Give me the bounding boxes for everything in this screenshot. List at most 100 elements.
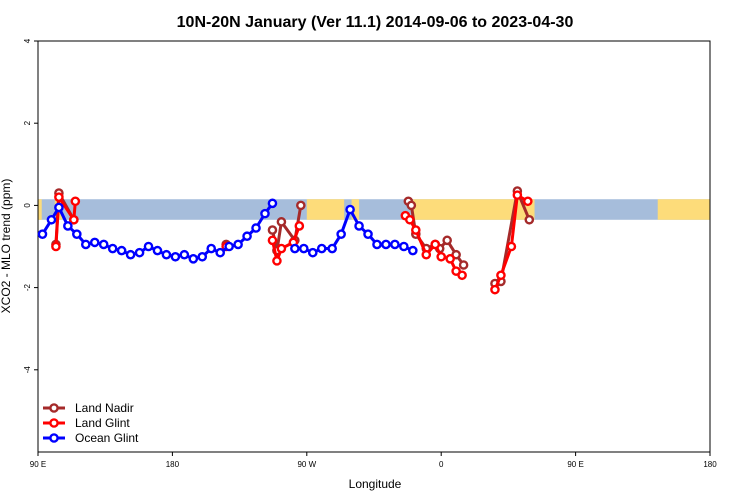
data-point-ocean-glint bbox=[125, 249, 136, 260]
x-tick-label: 90 E bbox=[30, 460, 46, 469]
legend-item-land-nadir: Land Nadir bbox=[43, 401, 134, 415]
data-point-land-nadir bbox=[296, 200, 306, 211]
data-point-ocean-glint bbox=[80, 239, 91, 250]
data-point-ocean-glint bbox=[233, 239, 243, 250]
data-point-ocean-glint bbox=[290, 243, 300, 254]
data-point-land-glint bbox=[411, 225, 421, 235]
data-point-land-glint bbox=[54, 192, 64, 202]
data-point-ocean-glint bbox=[98, 239, 109, 250]
data-point-ocean-glint bbox=[242, 231, 252, 242]
x-tick-label: 90 W bbox=[297, 460, 316, 469]
data-point-land-glint bbox=[276, 243, 287, 254]
series-layer bbox=[37, 186, 535, 295]
data-point-ocean-glint bbox=[37, 229, 48, 239]
data-point-ocean-glint bbox=[399, 241, 409, 252]
data-point-land-nadir bbox=[442, 235, 452, 246]
legend: Land Nadir Land Glint Ocean Glint bbox=[43, 401, 139, 445]
land-band-region bbox=[306, 199, 345, 220]
y-axis-label: XCO2 - MLO trend (ppm) bbox=[0, 179, 13, 314]
data-point-land-glint bbox=[445, 254, 455, 264]
y-tick-label: 0 bbox=[23, 203, 32, 208]
data-point-land-glint bbox=[457, 270, 467, 281]
data-point-land-glint bbox=[51, 241, 61, 252]
data-point-land-glint bbox=[294, 221, 305, 231]
data-point-ocean-glint bbox=[215, 247, 225, 258]
legend-marker-ocean-glint bbox=[49, 433, 59, 443]
data-point-ocean-glint bbox=[327, 243, 337, 254]
y-tick-label: -2 bbox=[23, 283, 32, 291]
data-point-land-glint bbox=[421, 249, 432, 260]
chart-title: 10N-20N January (Ver 11.1) 2014-09-06 to… bbox=[177, 14, 574, 31]
data-point-ocean-glint bbox=[345, 204, 355, 215]
legend-item-ocean-glint: Ocean Glint bbox=[43, 431, 139, 445]
data-point-ocean-glint bbox=[390, 239, 400, 250]
data-point-ocean-glint bbox=[170, 251, 181, 262]
series-line-land-glint bbox=[54, 195, 77, 247]
land-band-region bbox=[351, 199, 360, 220]
data-point-ocean-glint bbox=[72, 229, 82, 239]
data-point-ocean-glint bbox=[267, 198, 278, 209]
x-axis-label: Longitude bbox=[349, 477, 402, 491]
data-point-land-nadir bbox=[524, 214, 535, 225]
data-point-land-glint bbox=[490, 284, 500, 295]
data-point-ocean-glint bbox=[224, 241, 234, 252]
x-axis: 90 E 180 90 W 0 90 E 180 bbox=[30, 452, 717, 469]
land-ocean-band bbox=[38, 199, 710, 220]
data-point-ocean-glint bbox=[197, 251, 208, 262]
data-point-land-glint bbox=[523, 196, 533, 207]
data-point-land-glint bbox=[272, 256, 282, 266]
data-point-land-nadir bbox=[406, 200, 417, 211]
y-tick-label: 4 bbox=[23, 38, 32, 43]
data-point-ocean-glint bbox=[161, 249, 172, 260]
data-point-ocean-glint bbox=[354, 221, 364, 231]
data-point-ocean-glint bbox=[307, 247, 318, 258]
data-point-land-glint bbox=[436, 251, 447, 262]
data-point-land-nadir bbox=[267, 225, 278, 235]
data-point-ocean-glint bbox=[206, 243, 217, 254]
land-band-region bbox=[657, 199, 710, 220]
data-point-land-glint bbox=[405, 214, 415, 225]
legend-item-land-glint: Land Glint bbox=[43, 416, 130, 430]
data-point-ocean-glint bbox=[188, 254, 199, 264]
land-band-region bbox=[38, 199, 42, 220]
data-point-ocean-glint bbox=[408, 245, 418, 256]
x-tick-label: 180 bbox=[703, 460, 717, 469]
legend-label-land-nadir: Land Nadir bbox=[75, 401, 134, 415]
legend-marker-land-nadir bbox=[49, 403, 59, 413]
y-tick-label: 2 bbox=[23, 120, 32, 125]
data-point-ocean-glint bbox=[381, 239, 391, 250]
series-ocean-glint bbox=[37, 198, 418, 264]
land-band-region bbox=[413, 199, 535, 220]
legend-marker-land-glint bbox=[49, 418, 59, 428]
data-point-ocean-glint bbox=[152, 245, 163, 256]
data-point-ocean-glint bbox=[134, 247, 145, 258]
legend-label-land-glint: Land Glint bbox=[75, 416, 130, 430]
data-point-ocean-glint bbox=[107, 243, 118, 254]
data-point-land-glint bbox=[496, 270, 506, 281]
data-point-land-glint bbox=[267, 235, 278, 246]
data-point-ocean-glint bbox=[372, 239, 382, 250]
data-point-ocean-glint bbox=[316, 243, 327, 254]
x-tick-label: 90 E bbox=[567, 460, 583, 469]
data-point-land-glint bbox=[70, 196, 81, 207]
data-point-land-glint bbox=[430, 239, 441, 250]
data-point-ocean-glint bbox=[179, 249, 190, 260]
data-point-land-glint bbox=[512, 190, 523, 200]
x-tick-label: 0 bbox=[439, 460, 444, 469]
data-point-ocean-glint bbox=[89, 237, 100, 248]
data-point-ocean-glint bbox=[54, 202, 64, 213]
data-point-ocean-glint bbox=[63, 221, 73, 231]
data-point-land-nadir bbox=[276, 217, 287, 227]
y-axis: 4 2 0 -2 -4 bbox=[23, 38, 38, 373]
data-point-land-glint bbox=[69, 214, 79, 225]
data-point-ocean-glint bbox=[116, 245, 127, 256]
data-point-ocean-glint bbox=[143, 241, 154, 252]
legend-label-ocean-glint: Ocean Glint bbox=[75, 431, 139, 445]
plot-frame bbox=[37, 40, 711, 453]
data-point-ocean-glint bbox=[299, 243, 309, 254]
y-tick-label: -4 bbox=[23, 366, 32, 374]
data-point-land-nadir bbox=[458, 260, 469, 270]
data-point-ocean-glint bbox=[251, 223, 261, 233]
data-point-ocean-glint bbox=[260, 208, 270, 219]
